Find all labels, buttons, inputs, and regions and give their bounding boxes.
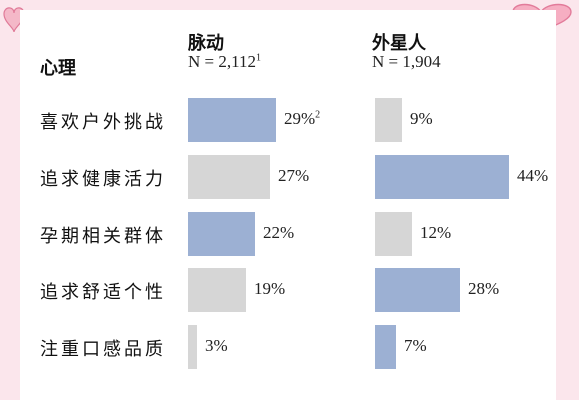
- data-label: 12%: [420, 223, 452, 242]
- brand-1-sample-size: N = 2,1121: [188, 52, 261, 71]
- bar: [375, 212, 412, 256]
- bar: [375, 325, 396, 369]
- bar: [375, 268, 460, 312]
- row-label-header: 心理: [40, 58, 76, 79]
- data-label: 7%: [404, 336, 427, 355]
- brand-2-sample-size: N = 1,904: [372, 52, 441, 71]
- bar: [188, 325, 197, 369]
- brand-2-name: 外星人: [372, 33, 426, 54]
- category-label: 注重口感品质: [40, 339, 166, 360]
- bar: [188, 212, 255, 256]
- bar: [375, 155, 509, 199]
- category-label: 追求健康活力: [40, 169, 166, 190]
- category-label: 喜欢户外挑战: [40, 112, 166, 133]
- data-label: 27%: [278, 166, 310, 185]
- category-label: 孕期相关群体: [40, 226, 166, 247]
- brand-1-name: 脉动: [188, 33, 224, 54]
- data-label: 9%: [410, 109, 433, 128]
- data-label: 29%2: [284, 109, 321, 128]
- bar: [188, 155, 270, 199]
- data-label: 22%: [263, 223, 295, 242]
- category-label: 追求舒适个性: [40, 282, 166, 303]
- bar: [188, 98, 276, 142]
- data-label: 3%: [205, 336, 228, 355]
- data-label: 28%: [468, 279, 500, 298]
- bar: [375, 98, 402, 142]
- chart-card: [20, 10, 556, 400]
- data-label: 44%: [517, 166, 549, 185]
- data-label: 19%: [254, 279, 286, 298]
- bar: [188, 268, 246, 312]
